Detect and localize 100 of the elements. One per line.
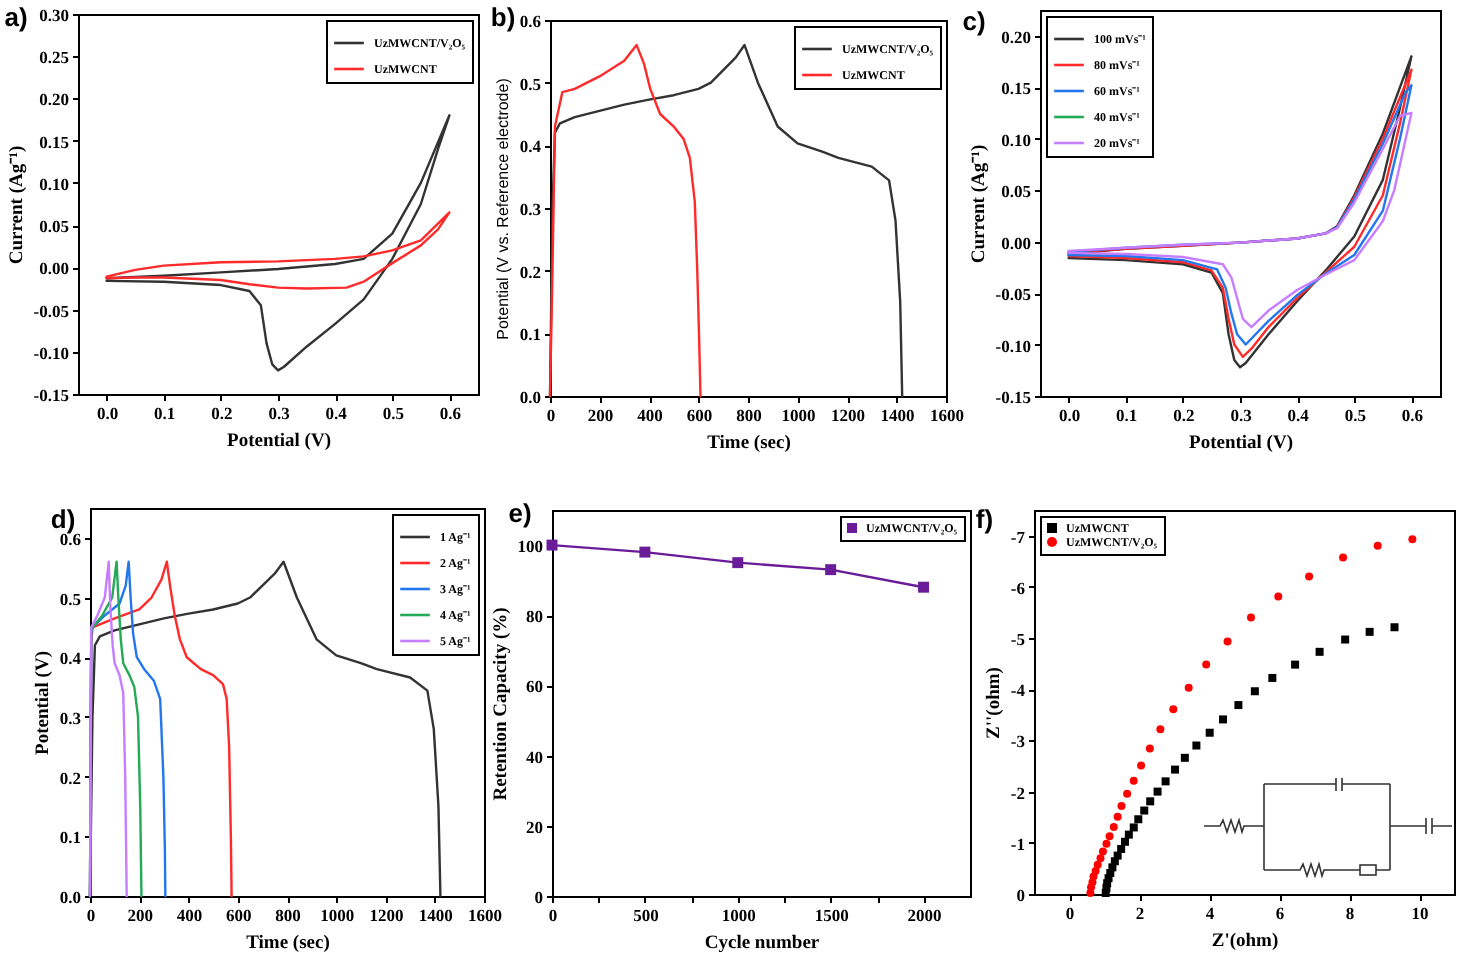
- point: [1123, 789, 1132, 798]
- x-tick-label: 0: [86, 905, 96, 925]
- point: [1161, 777, 1170, 786]
- y-tick-label: 0.4: [59, 648, 83, 669]
- x-axis-title: Z'(ohm): [1211, 932, 1279, 952]
- y-tick-label: 0.10: [39, 173, 69, 194]
- point: [1134, 815, 1143, 824]
- x-tick-label: 1500: [814, 905, 849, 925]
- point: [1145, 744, 1154, 753]
- x-tick-label: 1400: [418, 905, 453, 925]
- y-tick-label: 0.15: [39, 131, 69, 152]
- x-tick-label: 1000: [781, 405, 816, 425]
- y-tick-label: -0.10: [995, 335, 1031, 356]
- x-tick-label: 0.6: [1401, 405, 1424, 425]
- point: [1098, 847, 1107, 856]
- y-tick-label: 60: [526, 676, 543, 697]
- x-tick-label: 0.6: [439, 403, 462, 423]
- line-series: [105, 211, 451, 290]
- point: [1171, 765, 1180, 774]
- point: [1268, 673, 1277, 682]
- y-tick-label: 0.5: [59, 588, 81, 609]
- x-tick-label: 0.3: [1230, 405, 1252, 425]
- y-axis-title: Current (Ag⁻¹): [969, 144, 990, 264]
- y-tick-label: -5: [1010, 629, 1025, 649]
- x-tick-label: 500: [633, 905, 659, 925]
- point: [1202, 660, 1211, 669]
- point: [1234, 701, 1243, 710]
- point: [1184, 683, 1193, 692]
- point: [1117, 844, 1126, 853]
- x-tick-label: 400: [637, 405, 663, 425]
- y-tick-label: 0.5: [519, 73, 541, 94]
- y-axis-title: Z''(ohm): [984, 667, 1005, 739]
- x-tick-label: 0.1: [1116, 405, 1138, 425]
- x-tick-label: 0.5: [1344, 405, 1366, 425]
- x-tick-label: 2: [1135, 903, 1145, 923]
- y-tick-label: 0.20: [39, 89, 69, 110]
- y-tick-label: 0.25: [39, 47, 69, 68]
- x-axis-title: Potential (V): [1189, 434, 1293, 454]
- point: [1113, 812, 1122, 821]
- y-tick-label: 0.15: [1001, 78, 1031, 99]
- x-tick-label: 0.1: [154, 403, 176, 423]
- x-tick-label: 4: [1205, 903, 1216, 923]
- point: [1153, 787, 1162, 796]
- y-tick-label: 0.6: [519, 11, 541, 31]
- y-tick-label: 0.05: [1001, 181, 1031, 202]
- point: [1137, 761, 1146, 770]
- y-axis-title: Potential (V): [33, 651, 54, 755]
- y-axis-title: Retention Capacity (%): [491, 607, 512, 801]
- y-tick-label: -0.15: [33, 385, 69, 405]
- point: [1223, 637, 1232, 646]
- x-tick-label: 1400: [880, 405, 915, 425]
- x-tick-label: 0.4: [1287, 405, 1311, 425]
- x-axis-title: Time (sec): [707, 434, 791, 454]
- line-series: [88, 560, 442, 898]
- point: [1093, 860, 1102, 869]
- y-tick-label: -7: [1010, 526, 1027, 547]
- y-tick-label: 80: [526, 606, 543, 627]
- y-tick-label: 0.00: [39, 258, 69, 279]
- y-tick-label: 100: [517, 536, 543, 557]
- x-tick-label: 200: [127, 905, 153, 925]
- y-axis-title: Potential (V vs. Reference electrode): [493, 77, 512, 340]
- y-tick-label: -3: [1010, 731, 1025, 752]
- y-tick-label: 0.2: [519, 261, 541, 282]
- point: [1169, 705, 1178, 714]
- x-tick-label: 0.4: [325, 403, 349, 423]
- y-tick-label: -0.10: [33, 342, 69, 363]
- point: [825, 564, 837, 576]
- y-tick-label: 0.1: [519, 324, 541, 345]
- y-tick-label: 0.4: [519, 136, 543, 157]
- chart-title: b): [490, 2, 516, 32]
- point: [1113, 851, 1122, 860]
- x-tick-label: 8: [1345, 903, 1355, 923]
- x-tick-label: 0.0: [96, 403, 119, 423]
- point: [1117, 801, 1126, 810]
- point: [1247, 613, 1255, 622]
- point: [1390, 623, 1399, 632]
- chart-title: f): [975, 504, 994, 534]
- point: [1341, 635, 1350, 644]
- point: [1140, 806, 1149, 815]
- y-tick-label: 0.0: [519, 387, 541, 407]
- x-axis-title: Time (sec): [246, 934, 330, 954]
- x-tick-label: 800: [275, 905, 301, 925]
- point: [546, 539, 558, 551]
- x-tick-label: 1000: [721, 905, 756, 925]
- line-series: [548, 43, 702, 398]
- point: [1109, 822, 1118, 831]
- y-tick-label: -2: [1010, 782, 1025, 803]
- point: [1205, 728, 1214, 737]
- y-tick-label: -1: [1010, 833, 1025, 854]
- point: [1146, 797, 1155, 806]
- y-tick-label: 0.20: [1001, 26, 1031, 47]
- x-tick-label: 600: [226, 905, 252, 925]
- point: [1102, 839, 1111, 848]
- x-tick-label: 0: [1065, 903, 1075, 923]
- x-tick-label: 10: [1411, 903, 1429, 923]
- y-tick-label: 0.05: [39, 216, 69, 237]
- point: [1250, 687, 1259, 696]
- x-tick-label: 0.5: [382, 403, 404, 423]
- y-tick-label: 0.3: [59, 707, 81, 728]
- y-tick-label: -0.05: [995, 284, 1031, 305]
